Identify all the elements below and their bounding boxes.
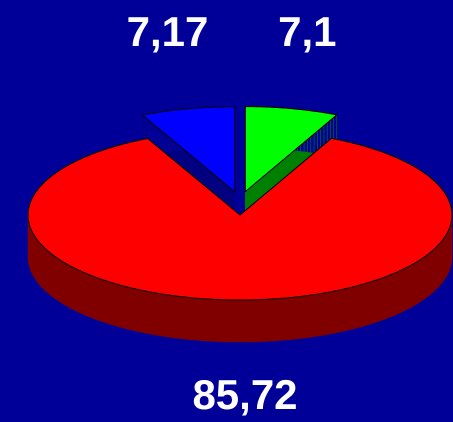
data-label: 7,17 <box>127 8 209 55</box>
slice-top <box>27 137 453 301</box>
slice-top <box>244 106 338 193</box>
slice-top <box>141 106 236 193</box>
data-label: 85,72 <box>192 371 297 418</box>
pie-slice <box>27 137 453 343</box>
data-label: 7,1 <box>278 8 336 55</box>
